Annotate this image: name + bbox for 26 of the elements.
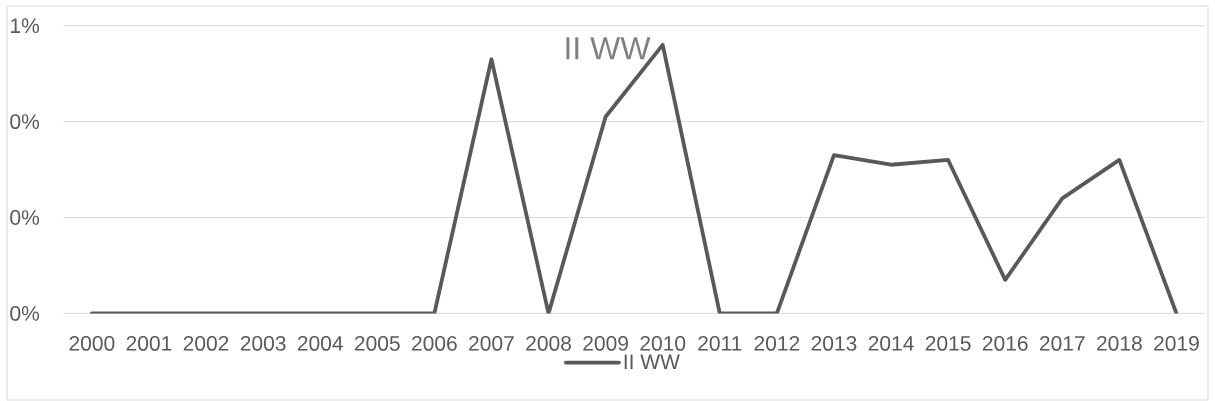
x-tick-label: 2010 <box>640 335 686 351</box>
x-tick-label: 2013 <box>811 335 857 351</box>
y-tick-label: 0% <box>10 305 40 321</box>
x-tick-label: 2017 <box>1039 335 1085 351</box>
x-tick-label: 2006 <box>412 335 457 351</box>
x-tick-label: 2015 <box>925 335 971 351</box>
y-tick-label: 0% <box>10 114 40 130</box>
x-tick-label: 2014 <box>868 335 914 351</box>
x-tick-label: 2002 <box>183 335 229 351</box>
x-tick-label: 2011 <box>698 335 742 351</box>
x-tick-label: 2019 <box>1154 335 1199 351</box>
x-tick-label: 2009 <box>583 335 628 351</box>
y-tick-label: 1% <box>11 18 40 34</box>
x-tick-label: 2008 <box>526 335 571 351</box>
x-tick-label: 2003 <box>240 335 286 351</box>
chart-title: II WW <box>566 37 651 60</box>
legend-label: II WW <box>624 354 680 370</box>
x-tick-label: 2001 <box>126 335 172 351</box>
y-tick-label: 0% <box>10 210 40 225</box>
x-tick-label: 2018 <box>1097 335 1142 351</box>
x-tick-label: 2000 <box>69 335 115 351</box>
x-tick-label: 2007 <box>469 335 514 351</box>
x-tick-label: 2004 <box>297 335 343 351</box>
x-tick-label: 2016 <box>982 335 1028 351</box>
x-tick-label: 2012 <box>754 335 800 351</box>
x-tick-label: 2005 <box>354 335 400 351</box>
